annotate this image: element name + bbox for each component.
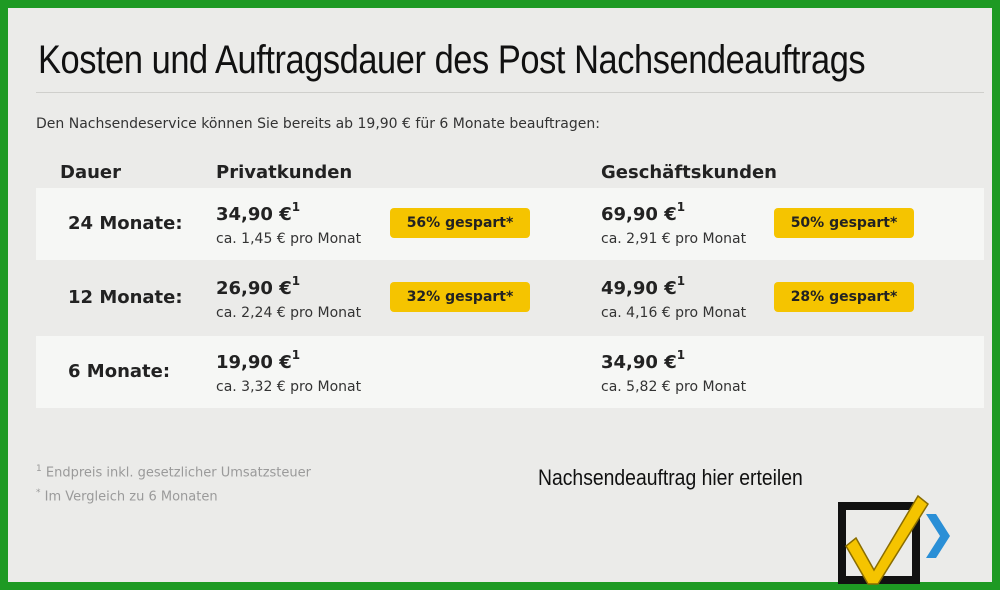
duration-label: 12 Monate: <box>68 287 183 308</box>
intro-text: Den Nachsendeservice können Sie bereits … <box>36 116 600 132</box>
order-link[interactable]: Nachsendeauftrag hier erteilen <box>538 465 803 490</box>
header-business: Geschäftskunden <box>601 162 777 183</box>
business-monthly: ca. 4,16 € pro Monat <box>601 305 747 321</box>
page-title: Kosten und Auftragsdauer des Post Nachse… <box>38 38 866 82</box>
table-row-24: 24 Monate: 34,90 €1 ca. 1,45 € pro Monat… <box>36 188 984 260</box>
private-monthly: ca. 1,45 € pro Monat <box>216 231 362 247</box>
business-savings-badge: 50% gespart* <box>774 208 914 238</box>
table-row-12: 12 Monate: 26,90 €1 ca. 2,24 € pro Monat… <box>36 262 984 334</box>
business-price: 34,90 €1 <box>601 348 686 373</box>
private-price: 26,90 €1 <box>216 274 301 299</box>
private-price: 34,90 €1 <box>216 200 301 225</box>
arrow-chevron <box>926 514 950 558</box>
duration-label: 24 Monate: <box>68 213 183 234</box>
business-price: 49,90 €1 <box>601 274 686 299</box>
footnote-vat: 1 Endpreis inkl. gesetzlicher Umsatzsteu… <box>36 464 311 481</box>
private-price: 19,90 €1 <box>216 348 301 373</box>
business-monthly: ca. 2,91 € pro Monat <box>601 231 747 247</box>
title-divider <box>36 92 984 93</box>
checkbox-check-arrow-icon[interactable] <box>834 488 964 588</box>
private-monthly: ca. 3,32 € pro Monat <box>216 379 362 395</box>
private-savings-badge: 32% gespart* <box>390 282 530 312</box>
table-row-6: 6 Monate: 19,90 €1 ca. 3,32 € pro Monat … <box>36 336 984 408</box>
business-monthly: ca. 5,82 € pro Monat <box>601 379 747 395</box>
business-price: 69,90 €1 <box>601 200 686 225</box>
duration-label: 6 Monate: <box>68 361 171 382</box>
check-mark <box>845 494 929 585</box>
header-duration: Dauer <box>60 162 121 183</box>
private-savings-badge: 56% gespart* <box>390 208 530 238</box>
private-monthly: ca. 2,24 € pro Monat <box>216 305 362 321</box>
business-savings-badge: 28% gespart* <box>774 282 914 312</box>
header-private: Privatkunden <box>216 162 353 183</box>
footnote-comparison: * Im Vergleich zu 6 Monaten <box>36 488 218 505</box>
